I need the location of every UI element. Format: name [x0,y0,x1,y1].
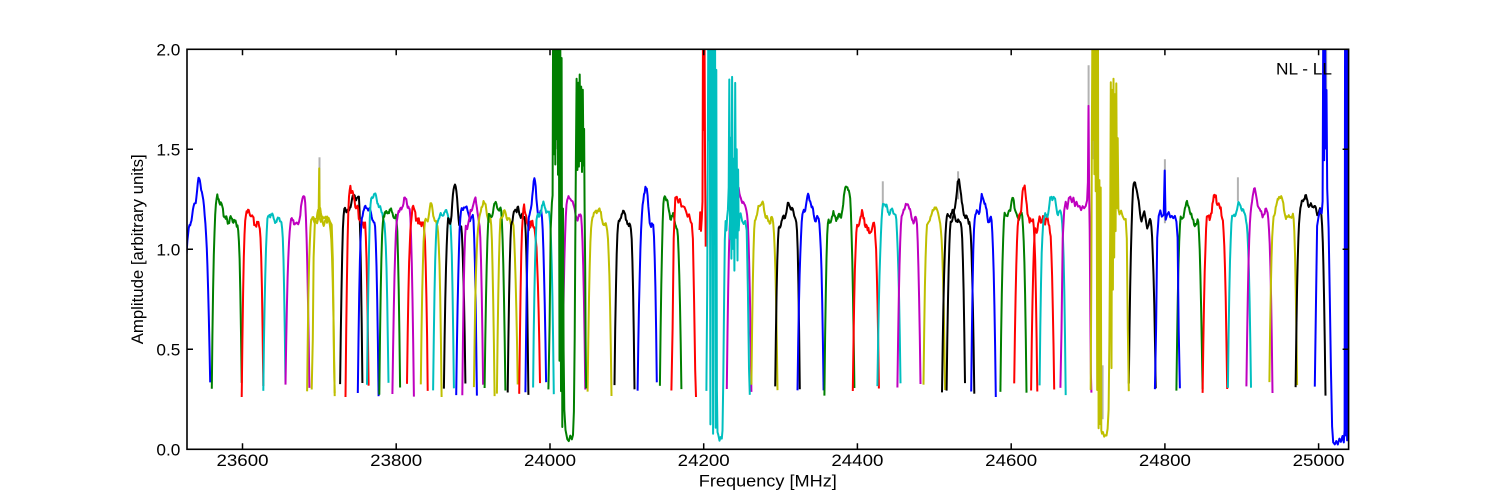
svg-text:25000: 25000 [1293,452,1345,470]
svg-text:1.5: 1.5 [156,141,180,159]
svg-text:23600: 23600 [217,452,269,470]
svg-text:24200: 24200 [678,452,730,470]
svg-text:24600: 24600 [985,452,1037,470]
svg-text:0.5: 0.5 [156,341,180,359]
svg-text:24800: 24800 [1139,452,1191,470]
svg-text:24400: 24400 [831,452,883,470]
svg-text:Amplitude [arbitrary units]: Amplitude [arbitrary units] [129,154,147,344]
svg-text:23800: 23800 [370,452,422,470]
svg-text:Frequency [MHz]: Frequency [MHz] [699,473,837,491]
svg-text:24000: 24000 [524,452,576,470]
svg-text:NL - LL: NL - LL [1276,61,1332,79]
svg-text:0.0: 0.0 [156,441,180,459]
svg-text:2.0: 2.0 [156,41,180,59]
svg-text:1.0: 1.0 [156,241,180,259]
